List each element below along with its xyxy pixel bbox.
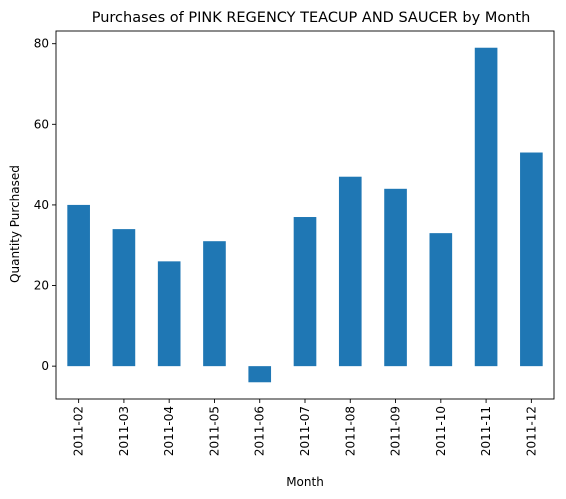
bar-2011-02 (67, 204, 90, 367)
x-tick-label: 2011-02 (72, 406, 86, 456)
bars-group (67, 47, 543, 383)
bar-2011-06 (248, 366, 272, 383)
x-tick-label: 2011-06 (253, 406, 267, 456)
x-tick-label: 2011-11 (479, 406, 493, 456)
y-tick-label: 0 (41, 359, 49, 373)
bar-2011-08 (338, 176, 362, 367)
plot-frame (55, 30, 555, 400)
y-tick-label: 40 (34, 198, 49, 212)
x-tick-label: 2011-03 (117, 406, 131, 456)
y-tick-label: 60 (34, 117, 49, 131)
x-tick-label: 2011-12 (524, 406, 538, 456)
x-tick-label: 2011-09 (389, 406, 403, 456)
x-tick-label: 2011-10 (434, 406, 448, 456)
y-tick-label: 80 (34, 37, 49, 51)
x-tick-label: 2011-04 (162, 406, 176, 456)
bar-2011-03 (112, 229, 136, 367)
x-tick-label: 2011-08 (343, 406, 357, 456)
x-axis: 2011-02 2011-03 2011-04 2011-05 2011-06 2011-… (72, 399, 538, 456)
y-axis-label: Quantity Purchased (8, 165, 22, 283)
y-tick-label: 20 (34, 279, 49, 293)
x-axis-label: Month (286, 475, 324, 489)
x-tick-label: 2011-07 (298, 406, 312, 456)
bar-2011-07 (293, 217, 317, 367)
bar-2011-10 (429, 233, 453, 367)
chart-title: Purchases of PINK REGENCY TEACUP AND SAU… (92, 10, 531, 26)
bar-2011-11 (474, 47, 498, 367)
x-tick-label: 2011-05 (207, 406, 221, 456)
bar-2011-05 (203, 241, 226, 367)
bar-2011-04 (157, 261, 181, 367)
bar-2011-12 (520, 152, 543, 367)
bar-2011-09 (384, 188, 407, 367)
y-axis: 0 20 40 60 80 (34, 37, 56, 373)
